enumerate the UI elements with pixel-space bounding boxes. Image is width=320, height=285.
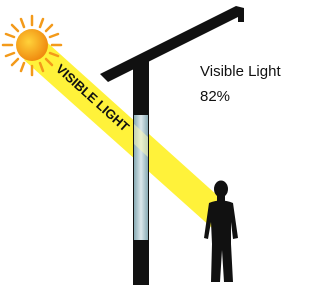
caption-value: 82%	[200, 88, 230, 105]
sun-disc	[16, 29, 48, 61]
caption-title: Visible Light	[200, 63, 281, 80]
diagram: VISIBLE LIGHT Visible Light 82%	[0, 0, 301, 285]
